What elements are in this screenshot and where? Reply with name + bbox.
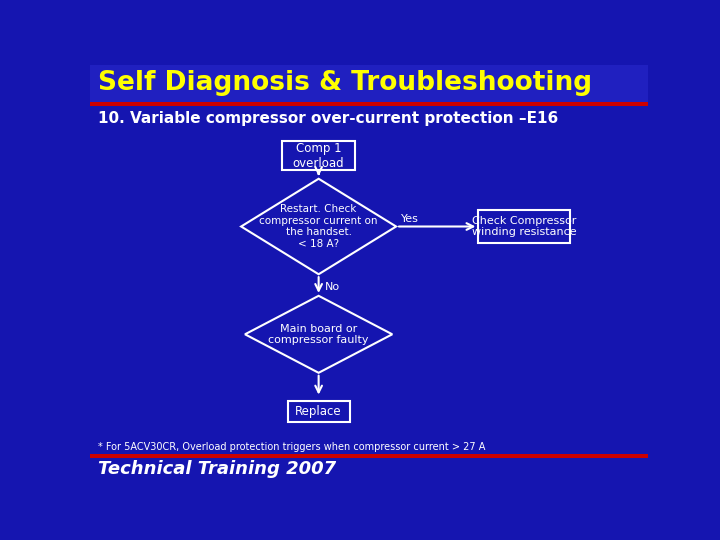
Text: Restart. Check
compressor current on
the handset.
< 18 A?: Restart. Check compressor current on the… — [259, 204, 378, 249]
Text: Technical Training 2007: Technical Training 2007 — [98, 460, 336, 478]
Bar — [287, 401, 350, 422]
Bar — [90, 65, 648, 102]
Text: Comp 1
overload: Comp 1 overload — [293, 141, 344, 170]
Bar — [282, 141, 356, 170]
Text: Main board or
compressor faulty: Main board or compressor faulty — [269, 323, 369, 345]
Text: Check Compressor
winding resistance: Check Compressor winding resistance — [472, 215, 576, 237]
Polygon shape — [241, 179, 396, 274]
Text: Self Diagnosis & Troubleshooting: Self Diagnosis & Troubleshooting — [98, 70, 592, 96]
Text: Yes: Yes — [401, 214, 418, 224]
Polygon shape — [245, 296, 392, 373]
Bar — [90, 102, 648, 106]
Text: No: No — [325, 282, 340, 292]
Bar — [90, 457, 648, 481]
Bar — [90, 481, 648, 484]
Text: 10. Variable compressor over-current protection –E16: 10. Variable compressor over-current pro… — [98, 111, 558, 126]
Bar — [478, 210, 570, 244]
Bar — [90, 454, 648, 457]
Text: * For 5ACV30CR, Overload protection triggers when compressor current > 27 A: * For 5ACV30CR, Overload protection trig… — [98, 442, 485, 453]
Text: Replace: Replace — [295, 405, 342, 418]
